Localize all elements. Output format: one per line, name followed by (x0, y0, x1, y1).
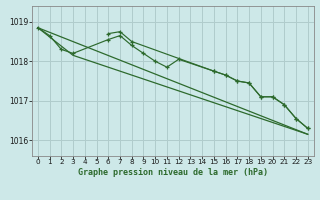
X-axis label: Graphe pression niveau de la mer (hPa): Graphe pression niveau de la mer (hPa) (78, 168, 268, 177)
